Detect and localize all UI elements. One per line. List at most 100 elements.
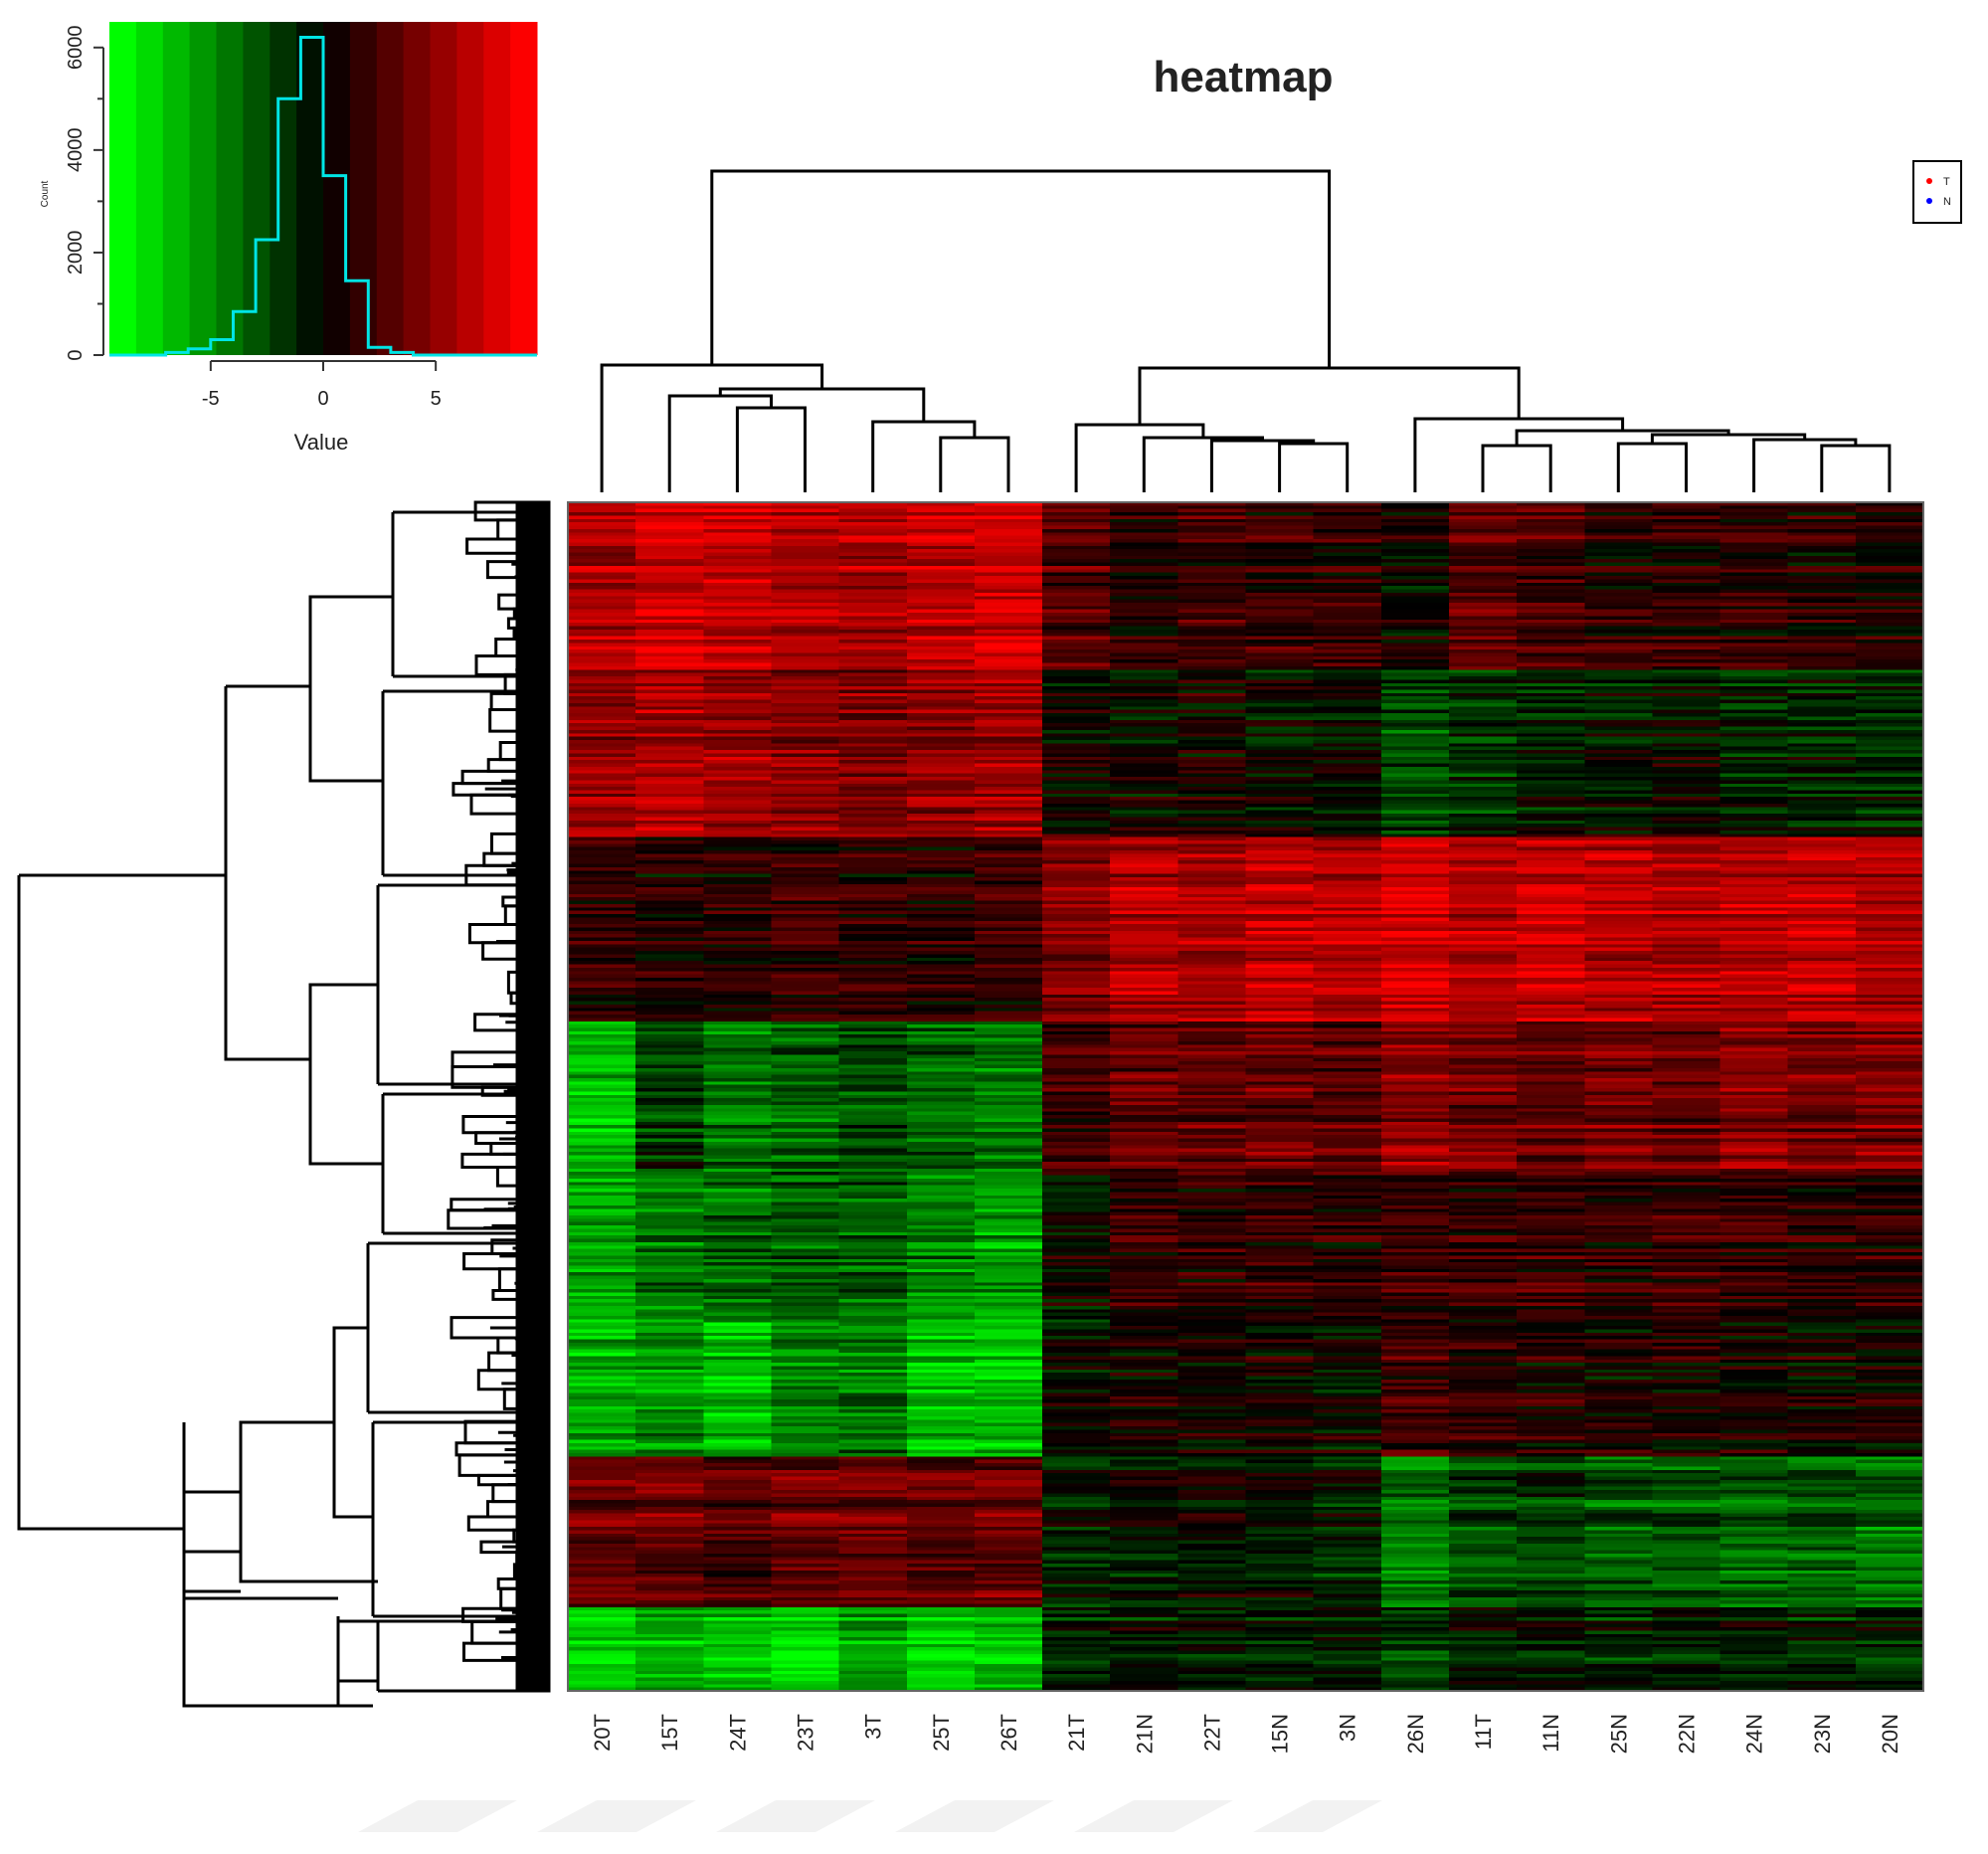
heatmap-cell (1245, 719, 1315, 724)
heatmap-cell (1177, 649, 1247, 654)
heatmap-cell (974, 1218, 1043, 1223)
heatmap-cell (1380, 1145, 1450, 1150)
heatmap-cell (1652, 961, 1721, 966)
heatmap-cell (1584, 1008, 1653, 1013)
heatmap-cell (906, 1051, 976, 1056)
heatmap-cell (1177, 505, 1247, 510)
heatmap-cell (1313, 1235, 1382, 1240)
heatmap-cell (1719, 1030, 1789, 1035)
color-key-band (349, 22, 378, 355)
heatmap-cell (1652, 1258, 1721, 1263)
heatmap-cell (906, 609, 976, 614)
heatmap-cell (771, 817, 840, 822)
heatmap-cell (1177, 532, 1247, 537)
heatmap-cell (1448, 552, 1518, 557)
heatmap-cell (771, 626, 840, 631)
heatmap-cell (906, 920, 976, 925)
heatmap-cell (1719, 1235, 1789, 1240)
heatmap-cell (1855, 1020, 1924, 1025)
heatmap-cell (1584, 1064, 1653, 1069)
heatmap-cell (1448, 793, 1518, 798)
heatmap-cell (974, 883, 1043, 888)
heatmap-cell (1313, 853, 1382, 858)
heatmap-cell (1380, 1178, 1450, 1183)
heatmap-cell (974, 1125, 1043, 1130)
heatmap-cell (635, 873, 704, 878)
heatmap-cell (568, 887, 636, 892)
heatmap-cell (771, 589, 840, 594)
heatmap-cell (1652, 991, 1721, 996)
heatmap-cell (1787, 860, 1857, 865)
heatmap-cell (771, 887, 840, 892)
heatmap-cell (1855, 508, 1924, 513)
heatmap-cell (568, 592, 636, 597)
heatmap-cell (703, 723, 773, 728)
heatmap-cell (1584, 830, 1653, 834)
heatmap-cell (838, 716, 908, 721)
heatmap-cell (1652, 545, 1721, 550)
heatmap-cell (1517, 726, 1585, 731)
heatmap-cell (838, 900, 908, 905)
heatmap-cell (1380, 1111, 1450, 1116)
heatmap-cell (568, 1040, 636, 1045)
heatmap-cell (906, 713, 976, 718)
heatmap-cell (1719, 984, 1789, 989)
heatmap-cell (1380, 944, 1450, 949)
heatmap-cell (1448, 984, 1518, 989)
heatmap-cell (1042, 596, 1111, 601)
heatmap-cell (1652, 790, 1721, 795)
heatmap-cell (1584, 756, 1653, 761)
heatmap-cell (1855, 559, 1924, 564)
heatmap-cell (1584, 856, 1653, 861)
heatmap-cell (1042, 676, 1111, 681)
heatmap-cell (1855, 686, 1924, 691)
heatmap-cell (568, 800, 636, 805)
heatmap-cell (1177, 843, 1247, 848)
heatmap-cell (1652, 552, 1721, 557)
heatmap-cell (771, 669, 840, 674)
heatmap-cell (1380, 1165, 1450, 1170)
heatmap-cell (635, 1152, 704, 1157)
heatmap-cell (771, 920, 840, 925)
heatmap-cell (1448, 1192, 1518, 1197)
heatmap-cell (1719, 596, 1789, 601)
heatmap-cell (1245, 1064, 1315, 1069)
heatmap-cell (1652, 780, 1721, 785)
heatmap-cell (1380, 1199, 1450, 1204)
heatmap-cell (1719, 1262, 1789, 1267)
heatmap-cell (906, 800, 976, 805)
heatmap-cell (838, 676, 908, 681)
heatmap-cell (1517, 1121, 1585, 1126)
heatmap-cell (1517, 1252, 1585, 1256)
heatmap-cell (568, 1215, 636, 1219)
heatmap-cell (1584, 1258, 1653, 1263)
heatmap-cell (1584, 643, 1653, 648)
heatmap-cell (1719, 807, 1789, 812)
heatmap-cell (1177, 1118, 1247, 1123)
heatmap-cell (1584, 930, 1653, 935)
heatmap-cell (1719, 576, 1789, 581)
heatmap-cell (838, 934, 908, 939)
heatmap-cell (635, 696, 704, 701)
heatmap-cell (974, 1248, 1043, 1253)
heatmap-cell (703, 686, 773, 691)
heatmap-cell (1042, 873, 1111, 878)
heatmap-cell (1380, 696, 1450, 701)
heatmap-cell (1652, 1228, 1721, 1233)
heatmap-cell (1652, 903, 1721, 908)
heatmap-cell (974, 1141, 1043, 1146)
heatmap-cell (703, 940, 773, 945)
heatmap-cell (974, 830, 1043, 834)
heatmap-cell (974, 807, 1043, 812)
heatmap-cell (1448, 800, 1518, 805)
heatmap-cell (1042, 522, 1111, 527)
heatmap-cell (1719, 924, 1789, 929)
heatmap-cell (838, 770, 908, 775)
heatmap-cell (1787, 726, 1857, 731)
heatmap-cell (838, 914, 908, 919)
heatmap-cell (1042, 1202, 1111, 1206)
heatmap-cell (1380, 1141, 1450, 1146)
heatmap-cell (1448, 957, 1518, 962)
heatmap-cell (906, 1205, 976, 1209)
heatmap-cell (635, 880, 704, 885)
